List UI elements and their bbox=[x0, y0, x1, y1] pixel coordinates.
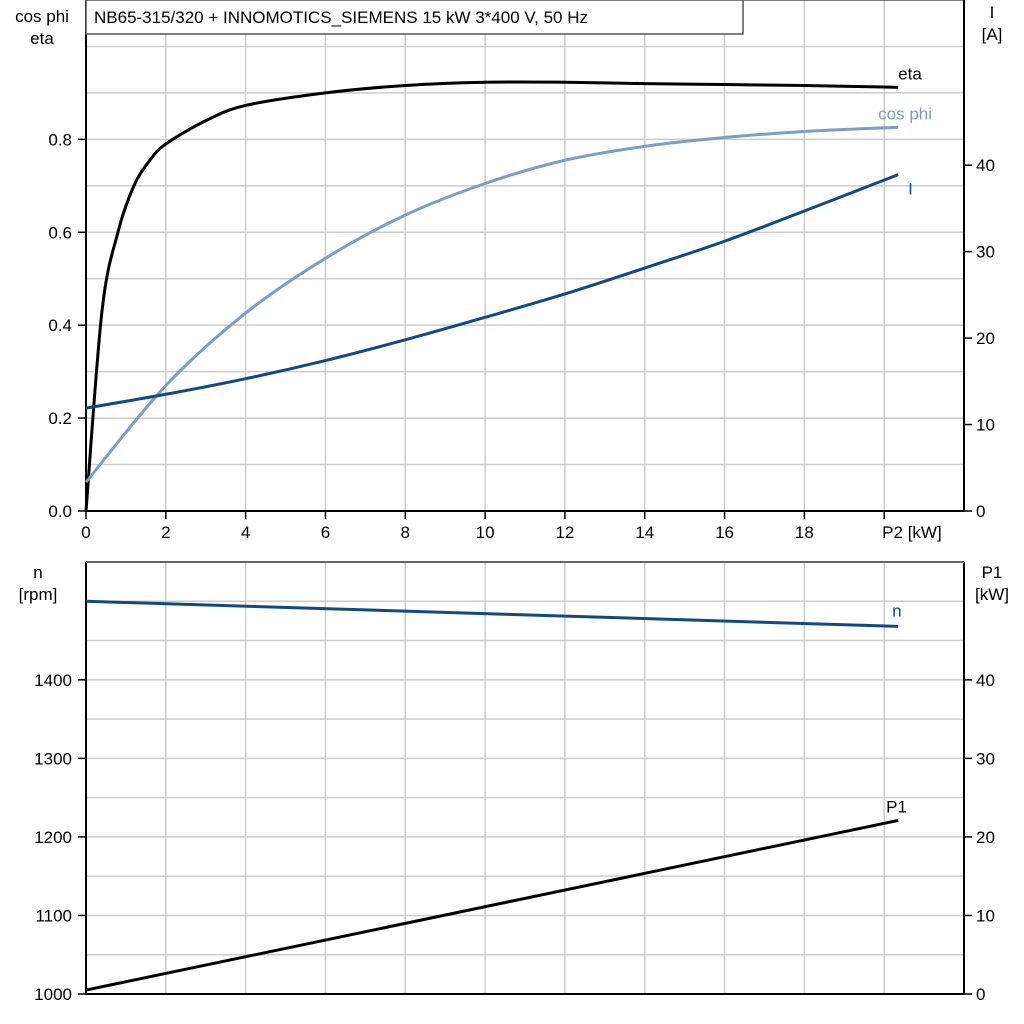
y-left-label: [rpm] bbox=[19, 585, 58, 604]
y-left-tick-label: 1200 bbox=[34, 828, 72, 847]
series-P1-line bbox=[85, 818, 899, 992]
y-right-tick-label: 10 bbox=[976, 416, 995, 435]
y-right-tick-label: 20 bbox=[976, 329, 995, 348]
y-right-tick-label: 0 bbox=[976, 985, 985, 1004]
x-tick-label: 0 bbox=[81, 523, 90, 542]
series-label: I bbox=[908, 180, 913, 199]
y-left-tick-label: 0.4 bbox=[48, 316, 72, 335]
series-cos-phi-line bbox=[84, 125, 899, 484]
x-tick-label: 12 bbox=[555, 523, 574, 542]
y-right-tick-label: 0 bbox=[976, 502, 985, 521]
y-left-label: n bbox=[33, 563, 42, 582]
y-left-tick-label: 1400 bbox=[34, 671, 72, 690]
series-eta-line bbox=[84, 80, 899, 512]
x-tick-label: 6 bbox=[321, 523, 330, 542]
y-right-tick-label: 10 bbox=[976, 906, 995, 925]
y-left-tick-label: 0.0 bbox=[48, 502, 72, 521]
y-left-tick-label: 1000 bbox=[34, 985, 72, 1004]
y-right-tick-label: 40 bbox=[976, 156, 995, 175]
x-tick-label: 4 bbox=[241, 523, 250, 542]
y-right-label: [kW] bbox=[975, 585, 1009, 604]
y-right-tick-label: 30 bbox=[976, 243, 995, 262]
x-tick-label: 16 bbox=[715, 523, 734, 542]
y-left-tick-label: 1300 bbox=[34, 749, 72, 768]
y-right-tick-label: 40 bbox=[976, 671, 995, 690]
panel-speed-power: 1000 1100 1200 1300 1400 0 10 20 30 40 n [rpm] P1 [kW… bbox=[19, 561, 1009, 1004]
series-label: P1 bbox=[886, 797, 907, 816]
chart-title: NB65-315/320 + INNOMOTICS_SIEMENS 15 kW … bbox=[94, 8, 588, 27]
y-left-tick-label: 0.2 bbox=[48, 409, 72, 428]
series-label: cos phi bbox=[878, 104, 932, 123]
series-I-line bbox=[85, 173, 899, 410]
x-tick-label: 14 bbox=[635, 523, 654, 542]
title-frame bbox=[85, 0, 744, 35]
chart-title-box: NB65-315/320 + INNOMOTICS_SIEMENS 15 kW … bbox=[85, 0, 744, 35]
x-tick-label: 2 bbox=[161, 523, 170, 542]
y-right-tick-label: 20 bbox=[976, 828, 995, 847]
x-tick-label: 8 bbox=[401, 523, 410, 542]
y-right-tick-label: 30 bbox=[976, 749, 995, 768]
y-right-label: P1 bbox=[982, 563, 1003, 582]
series-label: eta bbox=[898, 64, 922, 83]
y-left-tick-label: 1100 bbox=[35, 906, 72, 925]
x-tick-label: 10 bbox=[476, 523, 495, 542]
y-left-label: eta bbox=[30, 29, 54, 48]
x-tick-label: 18 bbox=[795, 523, 814, 542]
y-right-label: I bbox=[990, 3, 995, 22]
y-left-tick-label: 0.6 bbox=[48, 223, 72, 242]
panel-efficiency-current: 0.0 0.2 0.4 0.6 0.8 0 10 20 30 40 cos phi eta I [A] 0 2… bbox=[15, 0, 1002, 542]
series-n-line bbox=[85, 599, 899, 628]
series-label: n bbox=[892, 601, 901, 620]
y-right-label: [A] bbox=[982, 25, 1003, 44]
y-left-label: cos phi bbox=[15, 7, 69, 26]
y-left-tick-label: 0.8 bbox=[48, 130, 72, 149]
x-axis-label: P2 [kW] bbox=[882, 523, 942, 542]
